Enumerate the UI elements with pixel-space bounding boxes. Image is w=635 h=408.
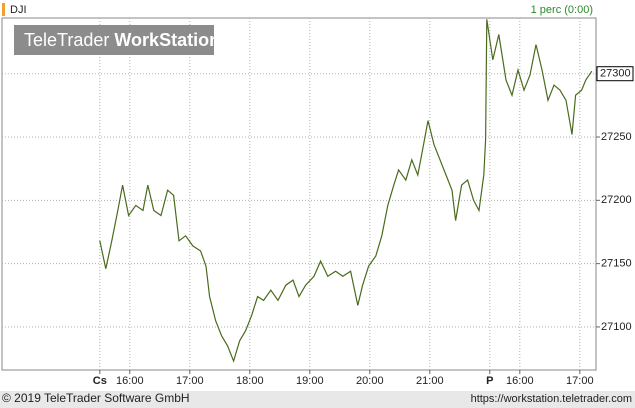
y-tick-label: 27250 — [601, 131, 632, 143]
logo-part: WorkStation — [114, 30, 220, 50]
x-tick-label: P — [486, 375, 493, 387]
x-tick-label: 16:00 — [506, 375, 534, 387]
x-tick-label: Cs — [93, 375, 107, 387]
last-price-label: 27300 — [600, 68, 631, 80]
footer-left: © 2019 TeleTrader Software GmbH — [2, 391, 190, 405]
x-tick-label: 20:00 — [356, 375, 384, 387]
x-tick-label: 18:00 — [236, 375, 264, 387]
y-tick-label: 27150 — [601, 258, 632, 270]
logo-part: TeleTrader — [24, 30, 109, 50]
footer-right: https://workstation.teletrader.com — [471, 393, 632, 405]
x-tick-label: 21:00 — [416, 375, 444, 387]
y-tick-label: 27100 — [601, 321, 632, 333]
x-tick-label: 17:00 — [176, 375, 204, 387]
logo-box — [14, 25, 214, 55]
symbol: DJI — [10, 4, 27, 16]
x-tick-label: 16:00 — [116, 375, 144, 387]
x-tick-label: 19:00 — [296, 375, 324, 387]
price-line — [99, 19, 593, 363]
plot-area — [1, 17, 597, 371]
footer-bar — [0, 391, 635, 408]
last-price-box — [596, 66, 634, 82]
y-tick-label: 27200 — [601, 194, 632, 206]
x-tick-label: 17:00 — [566, 375, 594, 387]
logo: TeleTrader WorkStation — [24, 30, 220, 50]
interval: 1 perc (0:00) — [531, 4, 593, 16]
symbol-marker — [2, 3, 5, 16]
